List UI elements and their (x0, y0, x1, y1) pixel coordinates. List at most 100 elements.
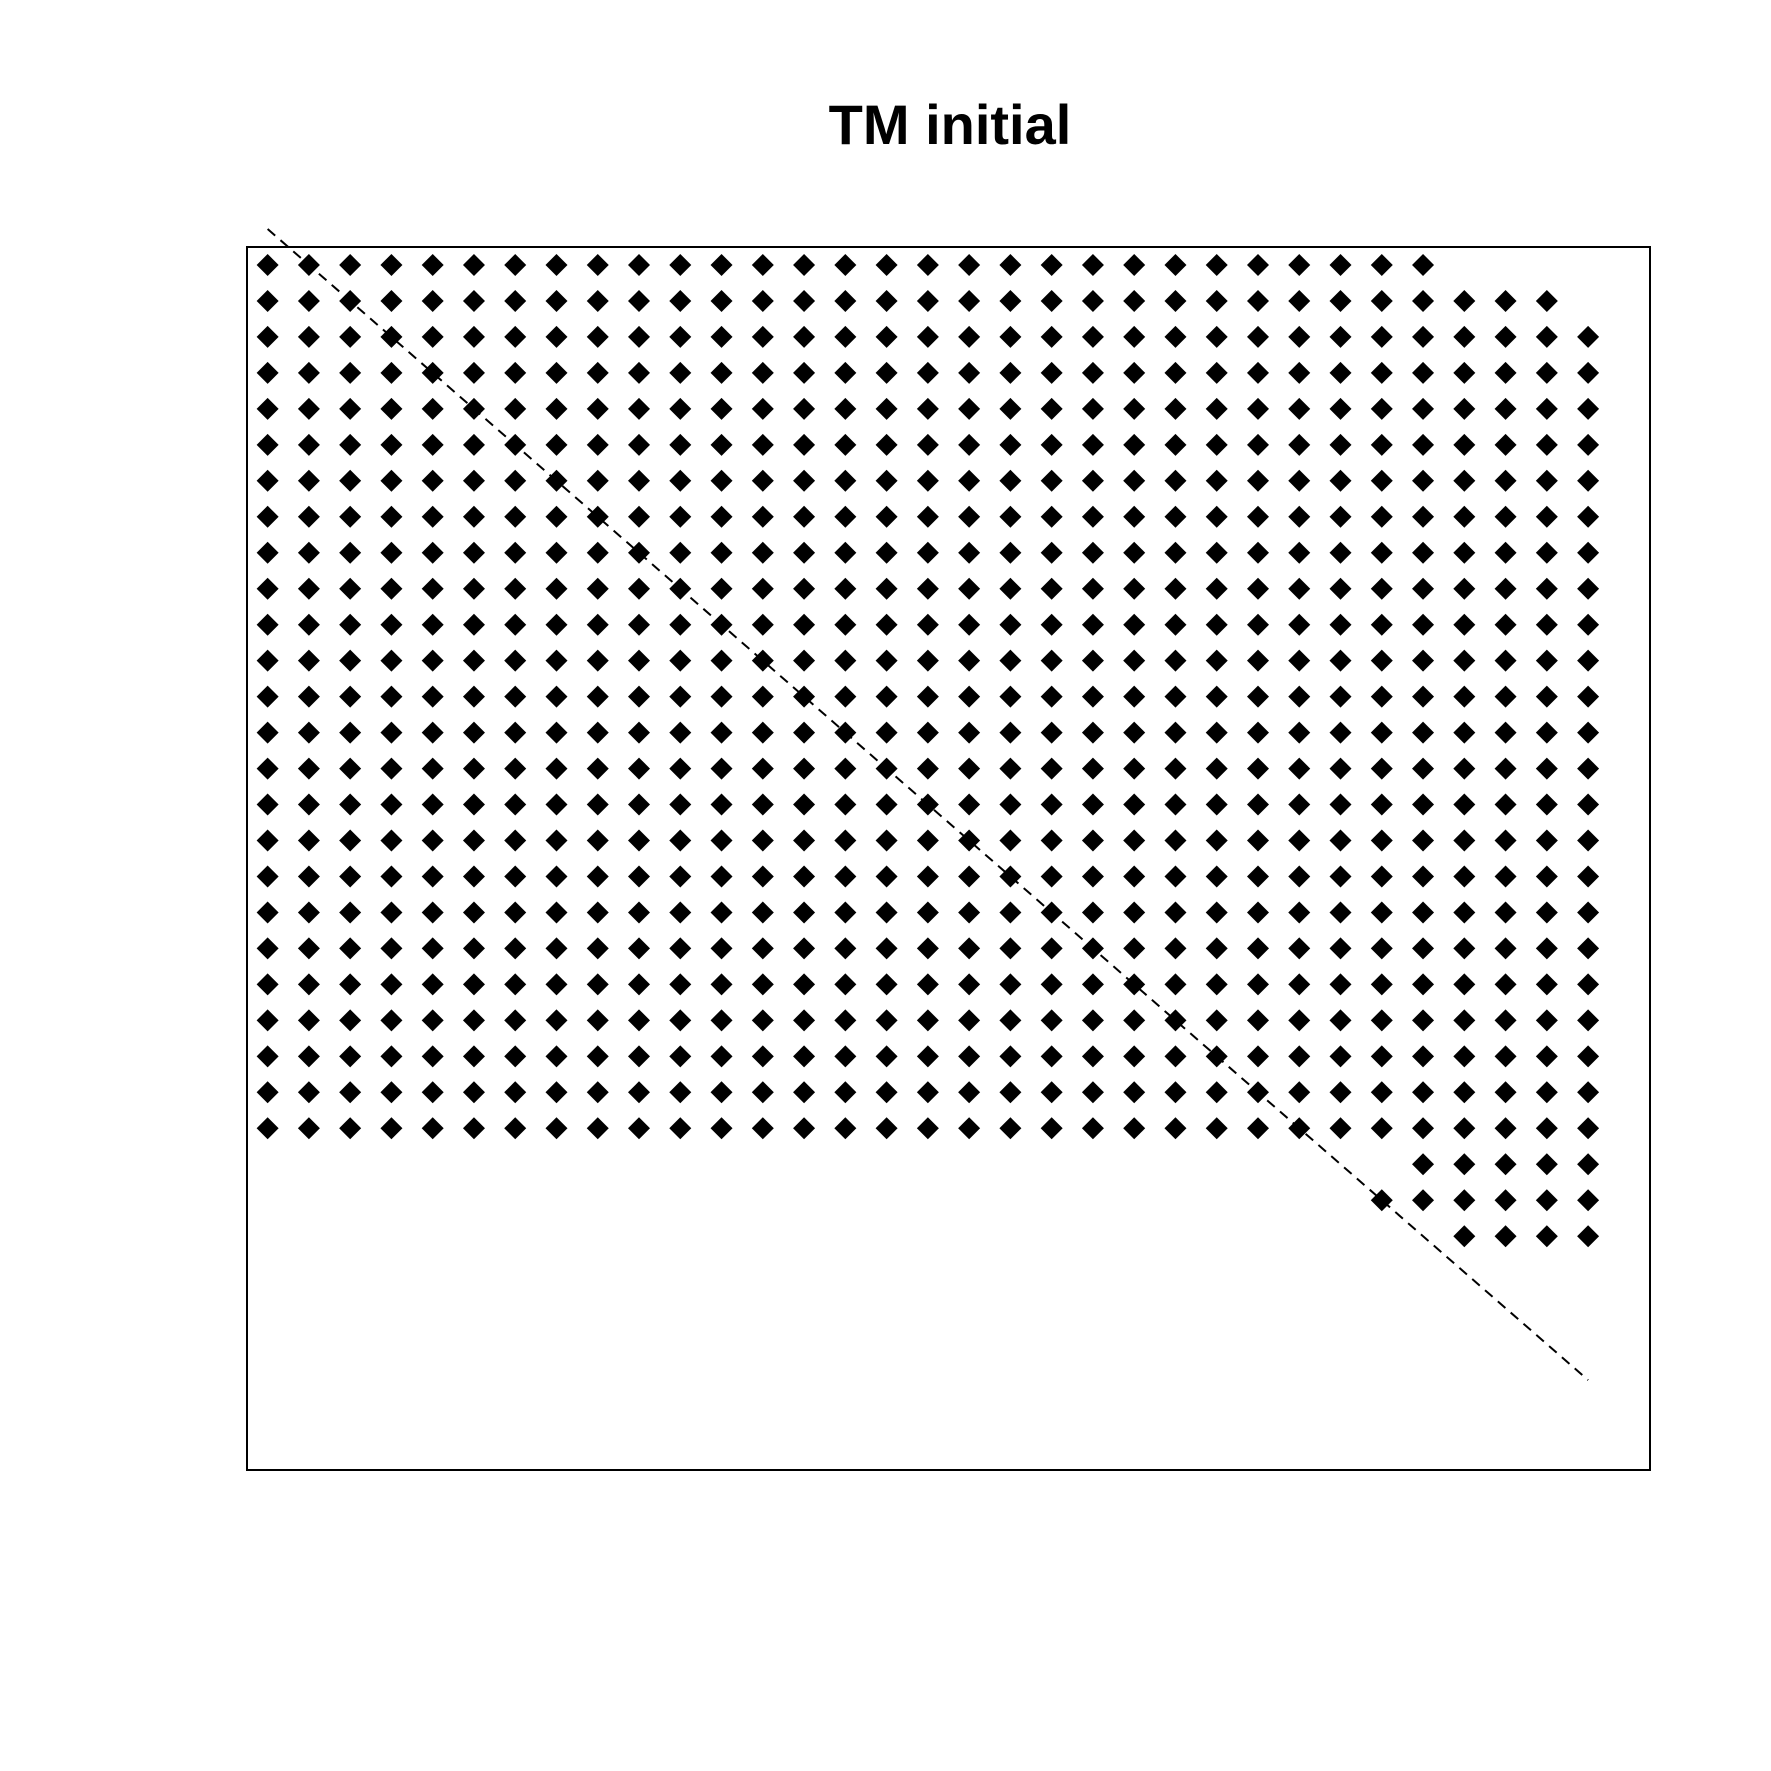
data-point (1329, 649, 1352, 672)
data-point (958, 901, 981, 924)
data-point (1329, 973, 1352, 996)
data-point (1123, 1117, 1146, 1140)
data-point (586, 289, 609, 312)
data-point (339, 505, 362, 528)
data-point (1246, 865, 1269, 888)
data-point (793, 1009, 816, 1032)
data-point (875, 253, 898, 276)
data-point (1412, 1189, 1435, 1212)
data-point (710, 1045, 733, 1068)
data-point (297, 325, 320, 348)
data-point (710, 901, 733, 924)
data-point (793, 649, 816, 672)
data-point (751, 757, 774, 780)
data-point (916, 973, 939, 996)
data-point (504, 1009, 527, 1032)
data-point (1370, 1009, 1393, 1032)
data-point (1412, 325, 1435, 348)
data-point (1494, 505, 1517, 528)
data-point (710, 397, 733, 420)
data-point (1123, 937, 1146, 960)
data-point (916, 901, 939, 924)
data-point (958, 613, 981, 636)
data-point (1288, 253, 1311, 276)
data-point (1081, 541, 1104, 564)
data-point (462, 793, 485, 816)
data-point (380, 757, 403, 780)
data-point (875, 649, 898, 672)
data-point (1453, 505, 1476, 528)
data-point (1494, 577, 1517, 600)
data-point (545, 865, 568, 888)
data-point (999, 901, 1022, 924)
data-point (421, 865, 444, 888)
data-point (958, 793, 981, 816)
data-point (1288, 793, 1311, 816)
data-point (1453, 973, 1476, 996)
data-point (1494, 649, 1517, 672)
data-point (256, 577, 279, 600)
data-point (793, 289, 816, 312)
data-point (545, 793, 568, 816)
data-point (710, 541, 733, 564)
data-point (256, 289, 279, 312)
data-point (1370, 1117, 1393, 1140)
data-point (462, 325, 485, 348)
data-point (462, 289, 485, 312)
data-point (875, 1045, 898, 1068)
data-point (1494, 685, 1517, 708)
data-point (297, 1117, 320, 1140)
data-point (256, 505, 279, 528)
data-point (834, 1117, 857, 1140)
data-point (628, 577, 651, 600)
data-point (958, 1081, 981, 1104)
data-point (751, 1009, 774, 1032)
data-point (793, 361, 816, 384)
data-point (1123, 397, 1146, 420)
data-point (1494, 289, 1517, 312)
data-point (999, 1081, 1022, 1104)
data-point (1370, 937, 1393, 960)
data-point (462, 433, 485, 456)
data-point (916, 541, 939, 564)
data-point (1370, 253, 1393, 276)
data-point (1164, 973, 1187, 996)
data-point (793, 1081, 816, 1104)
data-point (751, 865, 774, 888)
data-point (380, 793, 403, 816)
data-point (1164, 757, 1187, 780)
data-point (1494, 793, 1517, 816)
data-point (1246, 757, 1269, 780)
data-point (1577, 541, 1600, 564)
data-point (875, 613, 898, 636)
data-point (1412, 685, 1435, 708)
data-point (1246, 685, 1269, 708)
data-point (586, 901, 609, 924)
data-point (1535, 1189, 1558, 1212)
data-point (1288, 613, 1311, 636)
data-point (1494, 1009, 1517, 1032)
data-point (1288, 1081, 1311, 1104)
chart-title: TM initial (829, 93, 1072, 156)
data-point (751, 253, 774, 276)
data-point (1535, 901, 1558, 924)
data-point (751, 577, 774, 600)
data-point (710, 289, 733, 312)
data-point (1577, 937, 1600, 960)
data-point (875, 1117, 898, 1140)
data-point (504, 685, 527, 708)
data-point (380, 577, 403, 600)
data-point (504, 973, 527, 996)
data-point (1081, 325, 1104, 348)
data-point (1453, 613, 1476, 636)
data-point (999, 361, 1022, 384)
data-point (793, 469, 816, 492)
data-point (1288, 901, 1311, 924)
data-point (1412, 793, 1435, 816)
data-point (1370, 973, 1393, 996)
data-point (1040, 793, 1063, 816)
data-point (669, 865, 692, 888)
data-point (834, 505, 857, 528)
data-point (256, 325, 279, 348)
data-point (504, 361, 527, 384)
